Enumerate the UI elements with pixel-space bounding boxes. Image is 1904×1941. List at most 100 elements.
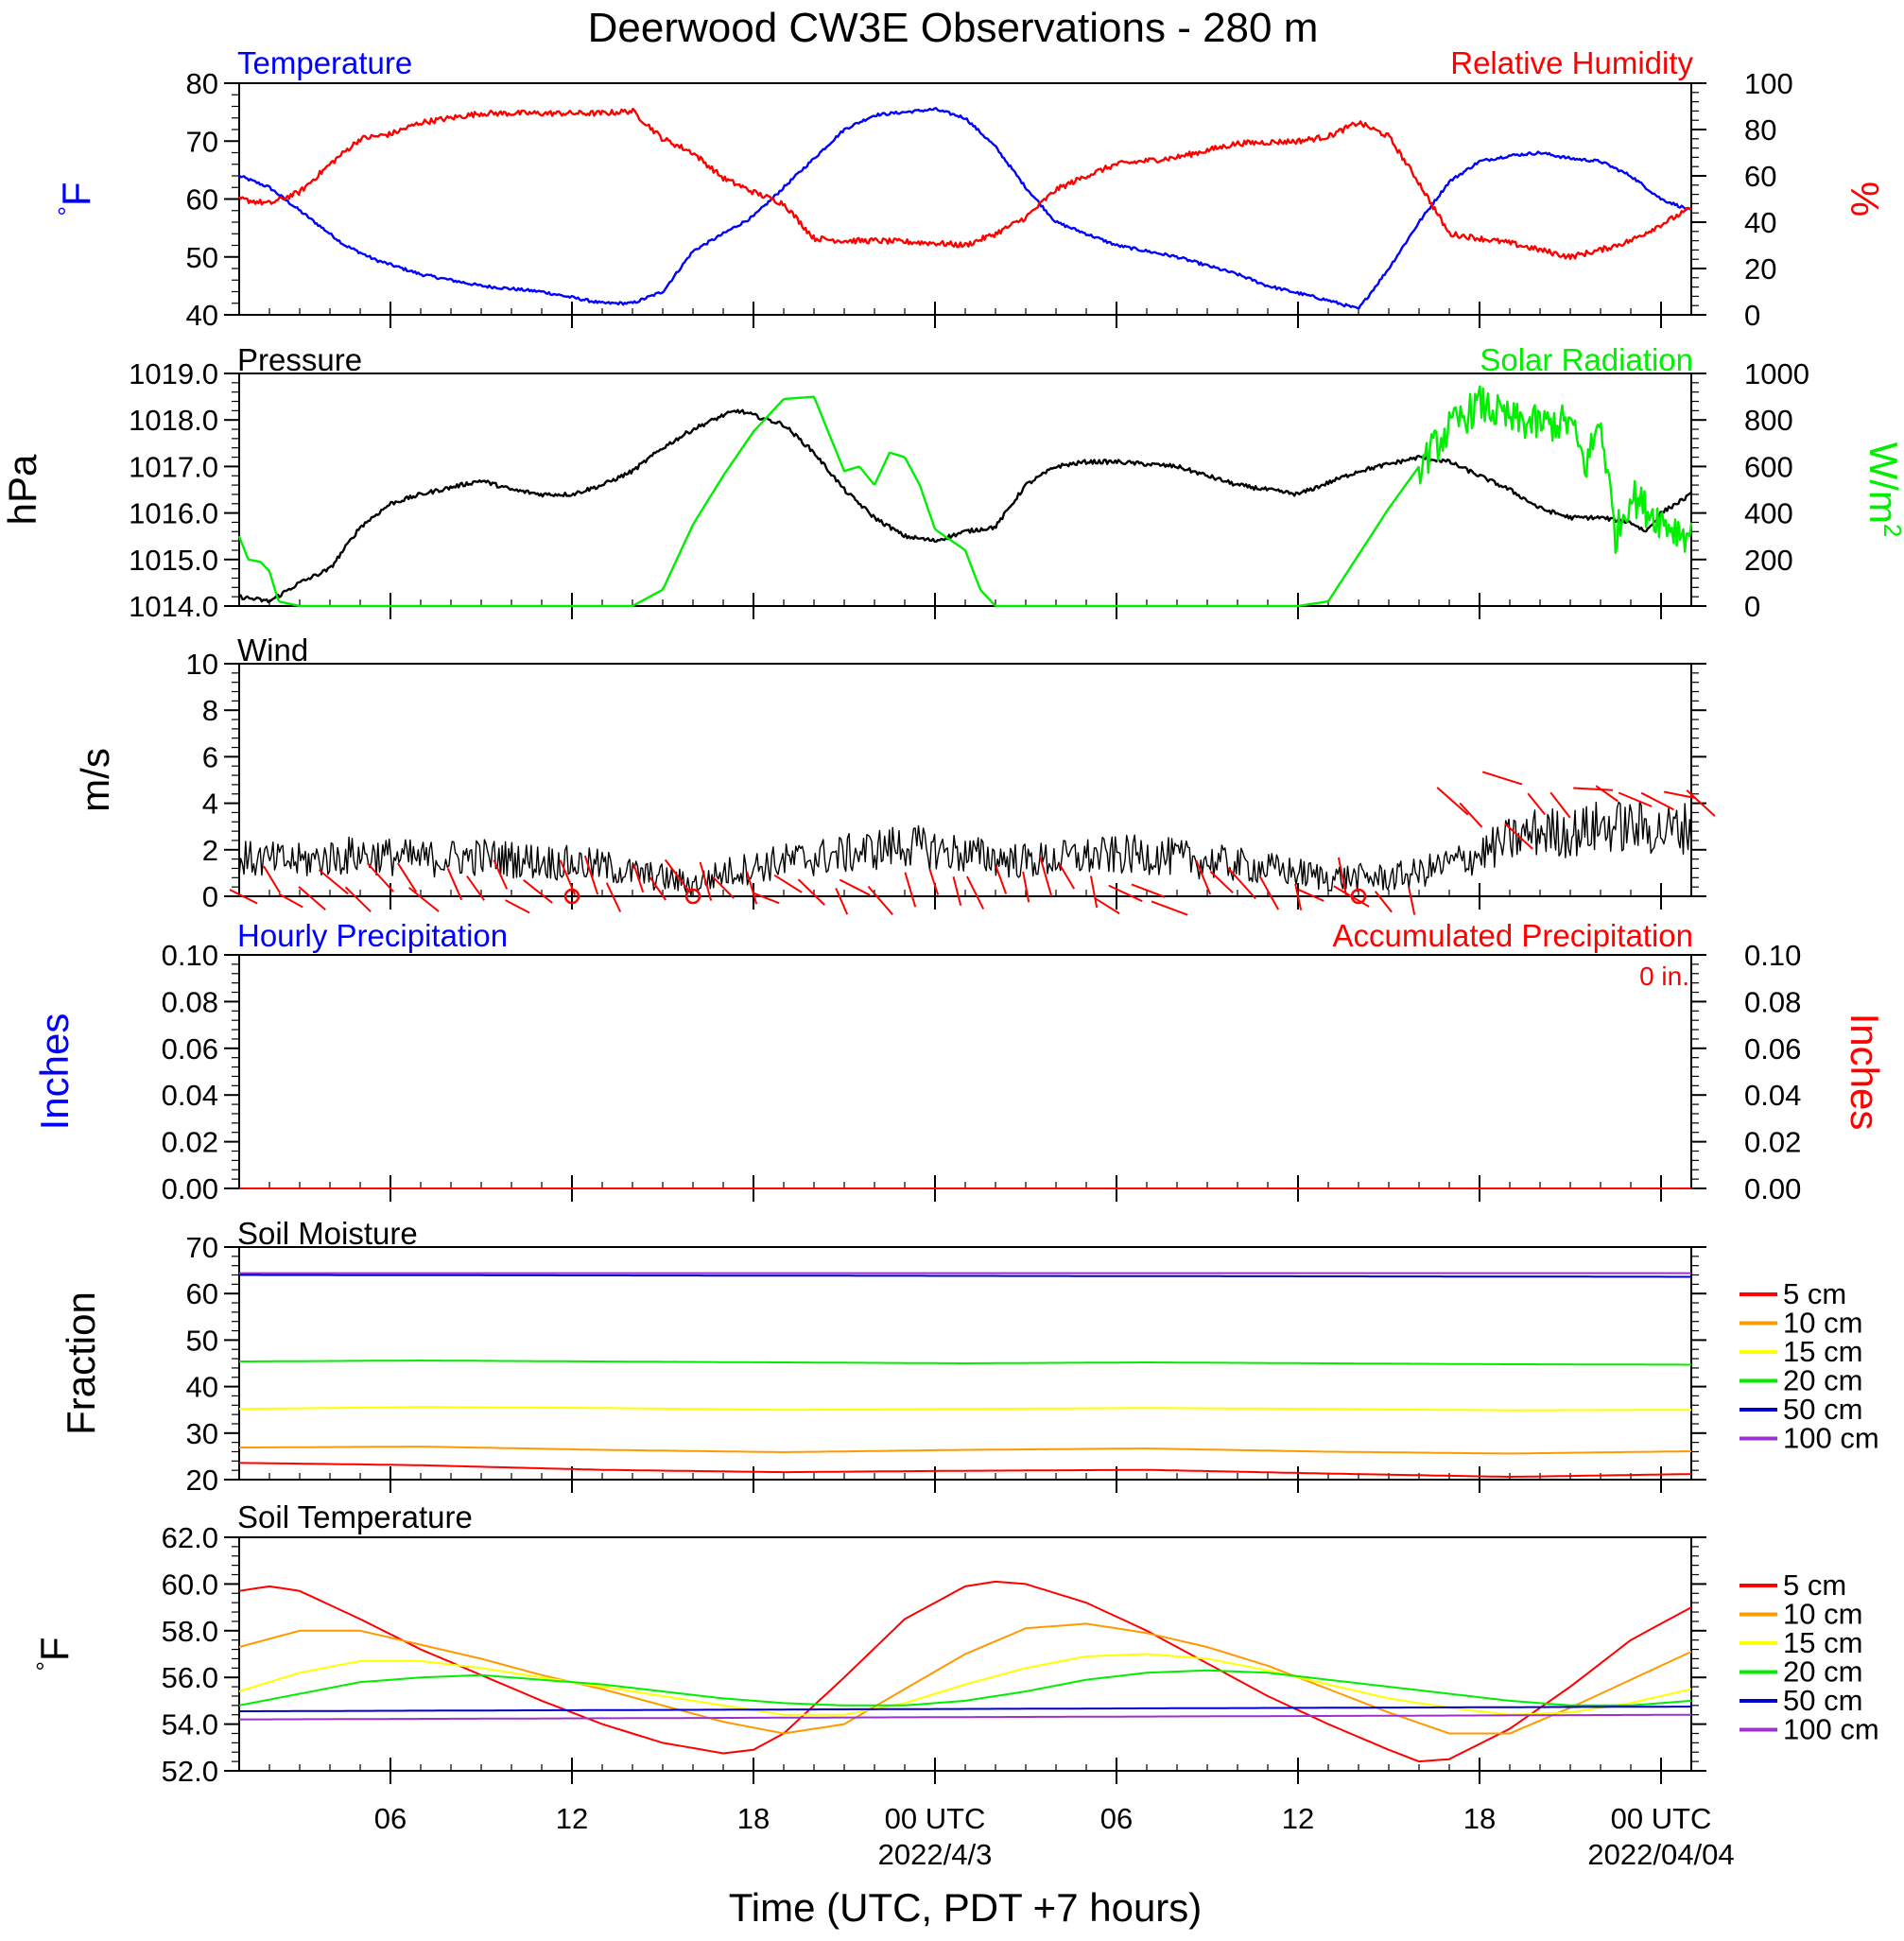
y-tick-label: 54.0 (162, 1708, 218, 1742)
wind-barb (1664, 790, 1695, 799)
wind-barb (344, 886, 372, 913)
series-line-15-cm (239, 1406, 1691, 1412)
y-tick-label: 30 (186, 1417, 218, 1450)
x-date-label: 2022/04/04 (1587, 1838, 1734, 1871)
x-tick-label: 12 (1282, 1802, 1314, 1835)
wind-barb (746, 871, 758, 905)
right-tick-label: 800 (1744, 404, 1793, 437)
wind-barb (649, 876, 667, 901)
y-tick-label: 60 (186, 183, 218, 217)
panel-5: 20 30 40 50 60 70 Soil Moisture Fraction 5 cm10 … (59, 1216, 1879, 1497)
y-tick-label: 1019.0 (129, 357, 218, 390)
right-tick-label: 0 (1744, 590, 1760, 623)
wind-barb (1089, 875, 1099, 909)
wind-barb (1549, 791, 1571, 819)
right-tick-label: 60 (1744, 160, 1776, 193)
panel-4: 0.00 0.02 0.04 0.06 0.08 0.10 0.00 0.02 0.04 0.06… (32, 918, 1887, 1205)
y-tick-label: 6 (202, 740, 218, 773)
wind-barb (1108, 884, 1143, 903)
wind-barb (753, 892, 780, 905)
wind-barb (712, 876, 735, 899)
y-tick-label: 60 (186, 1277, 218, 1310)
chart-title: Deerwood CW3E Observations - 280 m (588, 5, 1319, 51)
y-tick-label: 52.0 (162, 1755, 218, 1788)
wind-barb (1022, 871, 1030, 903)
wind-barb (1686, 789, 1716, 817)
wind-barb (278, 893, 303, 909)
wind-barb (466, 875, 486, 901)
y-tick-label: 1014.0 (129, 590, 218, 623)
right-tick-label: 0.04 (1744, 1079, 1801, 1112)
y-tick-label: 40 (186, 1371, 218, 1404)
x-axis-label: Time (UTC, PDT +7 hours) (729, 1885, 1203, 1930)
y-tick-label: 8 (202, 694, 218, 727)
wind-barb (505, 899, 530, 914)
wind-barb (664, 858, 689, 892)
legend-label: 50 cm (1783, 1684, 1862, 1717)
legend-label: 15 cm (1783, 1335, 1862, 1368)
y-tick-label: 60.0 (162, 1568, 218, 1601)
series-line-5-cm (238, 1580, 1692, 1763)
wind-barb (1436, 787, 1469, 816)
series-line-50-cm (239, 1274, 1691, 1278)
wind-barb (1408, 888, 1416, 915)
wind-barb (263, 865, 282, 894)
series-line-wind (238, 801, 1692, 896)
legend-label: 5 cm (1783, 1568, 1846, 1602)
panel-1: 40 50 60 70 80 0 20 40 60 80 100 Temperature Relativ… (53, 45, 1887, 332)
right-tick-label: 200 (1744, 544, 1793, 577)
series-line-10-cm (238, 1446, 1692, 1455)
x-tick-label: 00 UTC (1611, 1802, 1712, 1835)
wind-barb (298, 886, 326, 910)
plot-frame (238, 954, 1692, 1189)
wind-barb (839, 878, 871, 896)
panel-title-right: Solar Radiation (1480, 342, 1693, 377)
panel-6: 52.0 54.0 56.0 58.0 60.0 62.0 Soil Temperature… (31, 1499, 1879, 1788)
y-axis-label-right: Inches (1843, 1014, 1887, 1131)
x-tick-label: 18 (737, 1802, 770, 1835)
y-axis-label-left: Fraction (59, 1291, 103, 1435)
y-axis-label-left: hPa (0, 454, 44, 525)
wind-barb (493, 859, 509, 890)
panel-title-left: Wind (237, 633, 308, 667)
y-tick-label: 2 (202, 834, 218, 867)
y-tick-label: 50 (186, 1324, 218, 1357)
wind-barb (1527, 792, 1546, 816)
legend-label: 50 cm (1783, 1393, 1862, 1426)
calm-marker (1350, 888, 1367, 905)
panel-3: 0 2 4 6 8 10 Wind m/s (73, 633, 1716, 916)
x-tick-label: 00 UTC (885, 1802, 986, 1835)
wind-barb (1058, 863, 1076, 890)
wind-barb (605, 882, 622, 912)
wind-barb (1195, 859, 1212, 895)
y-tick-label: 10 (186, 648, 218, 681)
wind-barb (1573, 787, 1614, 791)
panel-title-left: Pressure (237, 342, 362, 377)
wind-barb (1595, 785, 1618, 803)
y-tick-label: 1017.0 (129, 450, 218, 483)
y-axis-label-left: °F (53, 182, 98, 216)
wind-barb (407, 887, 440, 912)
wind-barb (995, 865, 1008, 894)
wind-barb (952, 876, 962, 906)
calm-marker (684, 888, 701, 905)
x-date-label: 2022/4/3 (878, 1838, 993, 1871)
panel-title-left: Soil Temperature (237, 1499, 473, 1534)
wind-barb (966, 875, 985, 910)
wind-barb (699, 861, 713, 901)
wind-barb (1294, 883, 1303, 910)
wind-barb (1258, 875, 1280, 910)
x-tick-label: 18 (1463, 1802, 1496, 1835)
wind-barb (1039, 856, 1053, 897)
wind-barb (1151, 900, 1188, 916)
right-tick-label: 0 (1744, 299, 1760, 332)
right-tick-label: 20 (1744, 252, 1776, 286)
panel-title-right: Relative Humidity (1450, 45, 1693, 80)
accum-total-label: 0 in. (1639, 962, 1689, 991)
panel-title-left: Soil Moisture (237, 1216, 418, 1251)
wind-barb (835, 888, 849, 915)
y-tick-label: 70 (186, 125, 218, 158)
series-line-solar-radiation (237, 385, 1693, 608)
